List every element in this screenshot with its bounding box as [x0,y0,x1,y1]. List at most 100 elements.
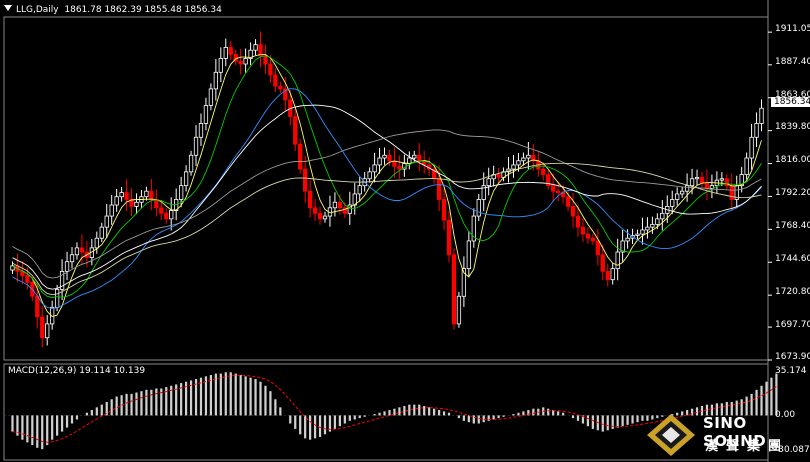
candle-body [228,47,233,55]
candle-body [149,190,154,200]
candle-body [724,178,729,187]
candle-body [689,178,695,187]
candle-body [213,71,218,90]
price-tick-3: 1839.80 [775,122,810,132]
candle-body [486,178,491,187]
candle-body [610,268,615,281]
candle-body [451,254,457,325]
candle-body [218,58,223,73]
candle-body [650,223,655,228]
candle-body [45,323,50,339]
symbol-label: LLG,Daily [16,5,59,15]
candle-body [69,254,75,263]
logo-text-cn: 漢聲集團 [705,439,790,454]
candle-body [709,185,715,189]
candle-body [253,44,258,51]
candle-body [719,178,724,181]
candle-body [144,190,149,198]
candle-body [675,193,680,200]
candle-body [570,206,576,217]
candle-body [169,210,174,220]
candle-body [655,218,660,225]
candle-body [407,157,412,164]
candle-body [159,207,164,214]
candle-body [193,136,199,156]
candle-body [511,164,516,170]
candle-body [322,215,328,220]
candle-body [575,215,581,228]
candle-body [754,123,759,138]
ohlc-readout: 1861.78 1862.39 1855.48 1856.34 [64,5,222,15]
candle-body [312,207,318,214]
macd-tick-0: 35.174 [775,366,807,376]
candle-body [412,154,417,159]
candle-body [605,270,610,281]
candle-body [273,74,278,87]
ma20-line [12,88,762,310]
candle-body [461,268,467,297]
candle-body [466,240,471,270]
candle-body [744,157,749,176]
candle-body [684,185,690,192]
candle-body [119,192,124,198]
candle-body [283,88,288,101]
candle-body [580,226,586,235]
candle-body [59,270,65,290]
candle-body [699,176,705,184]
candle-body [645,226,650,231]
candle-body [64,261,70,272]
candle-body [590,237,595,242]
candle-body [129,199,134,207]
candle-body [476,199,481,217]
candle-body [640,229,645,235]
candle-body [10,265,15,271]
candle-body [759,107,764,124]
candle-body [223,47,228,59]
candle-body [481,185,486,200]
candle-body [615,251,620,270]
candle-body [40,316,45,339]
candle-body [35,295,40,318]
candle-body [337,201,343,209]
candle-body [417,154,422,162]
candle-body [293,116,298,145]
candle-body [317,212,323,220]
candle-body [183,171,189,187]
candle-body [526,154,531,159]
candle-body [635,233,640,236]
candle-body [342,207,347,214]
candle-body [164,212,169,220]
price-tick-6: 1768.40 [775,221,810,231]
candle-body [620,240,625,253]
price-tick-5: 1792.20 [775,188,810,198]
candle-body [298,143,303,170]
price-tick-0: 1911.05 [775,24,810,34]
price-tick-10: 1673.90 [775,352,810,362]
candle-body [387,154,392,162]
candle-body [531,154,536,162]
price-tick-7: 1744.60 [775,254,810,264]
candle-body [585,233,591,239]
candle-body [303,168,308,192]
candle-body [124,192,129,200]
candle-body [436,178,442,200]
macd-tick-1: 0.00 [775,410,796,420]
candle-body [357,185,362,195]
ma60-line [12,129,762,279]
price-tick-8: 1720.80 [775,287,810,297]
candle-body [114,196,119,206]
diamond-logo-icon [647,414,695,456]
candle-body [600,254,605,272]
candle-body [749,136,754,159]
candle-body [208,88,214,106]
candle-body [471,215,476,242]
candle-body [347,204,352,214]
candle-body [278,85,283,90]
candle-body [372,164,377,173]
candle-body [99,226,104,239]
candle-body [74,247,80,256]
candle-body [243,58,248,65]
candle-body [496,174,501,178]
candle-body [551,185,556,192]
candle-body [377,157,382,166]
